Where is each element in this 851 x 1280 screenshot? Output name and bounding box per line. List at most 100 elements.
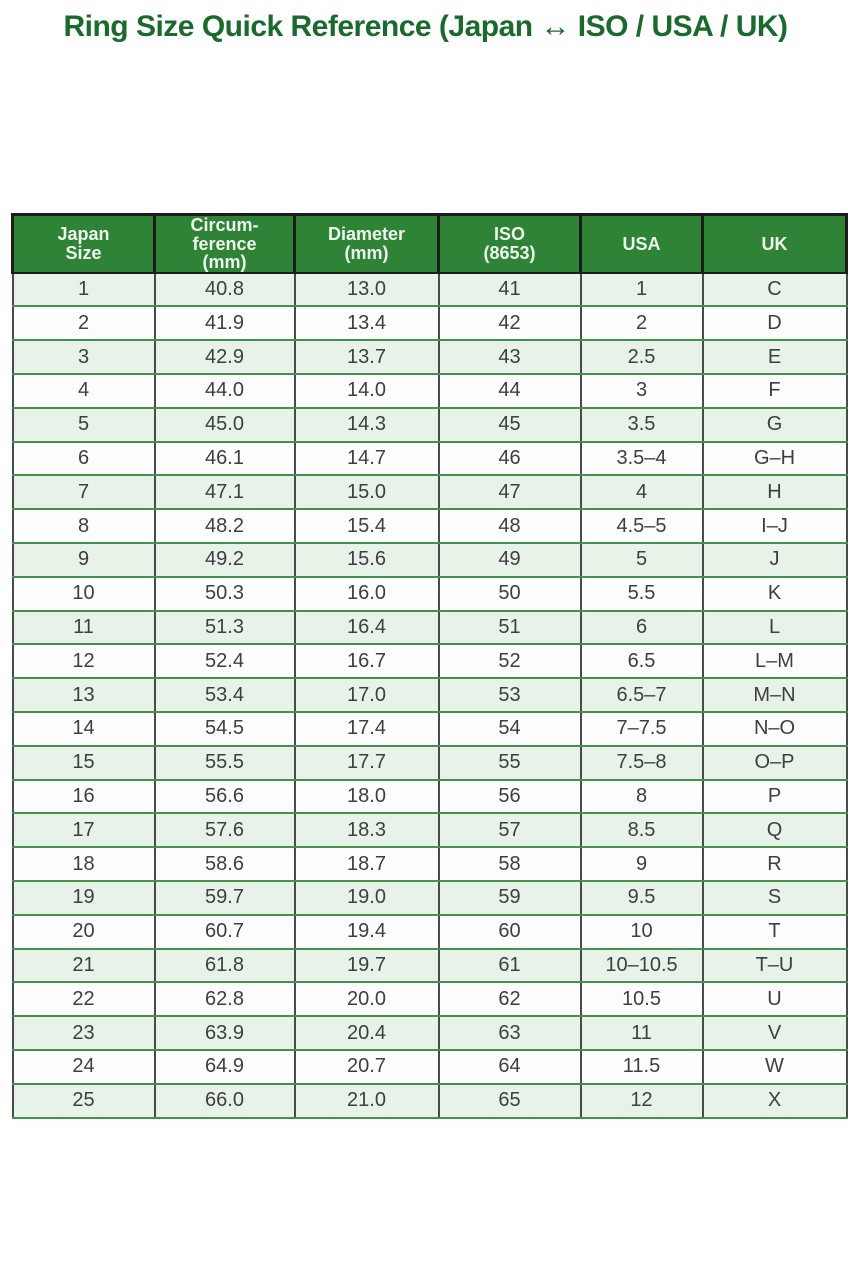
table-row: 13 53.4 17.0 53 6.5–7 M–N <box>11 677 848 713</box>
table-cell-iso-8653: 62 <box>437 981 582 1018</box>
table-cell-japan-size: 23 <box>11 1015 156 1051</box>
table-cell-circumference-mm: 52.4 <box>153 643 296 680</box>
table-cell-iso-8653: 51 <box>437 609 582 646</box>
table-cell-iso-8653: 63 <box>437 1015 582 1051</box>
table-cell-circumference-mm: 66.0 <box>153 1082 296 1119</box>
table-cell-japan-size: 2 <box>11 305 156 342</box>
table-cell-usa: 3.5–4 <box>579 440 704 477</box>
column-header-iso-8653: ISO (8653) <box>437 212 582 274</box>
table-cell-circumference-mm: 62.8 <box>153 981 296 1018</box>
table-cell-iso-8653: 44 <box>437 372 582 409</box>
table-cell-iso-8653: 53 <box>437 677 582 713</box>
table-cell-japan-size: 15 <box>11 744 156 781</box>
table-cell-japan-size: 3 <box>11 339 156 375</box>
table-cell-circumference-mm: 60.7 <box>153 913 296 950</box>
table-cell-circumference-mm: 41.9 <box>153 305 296 342</box>
table-cell-japan-size: 5 <box>11 406 156 443</box>
table-cell-iso-8653: 45 <box>437 406 582 443</box>
table-cell-usa: 3 <box>579 372 704 409</box>
table-cell-iso-8653: 61 <box>437 947 582 984</box>
table-row: 15 55.5 17.7 55 7.5–8 O–P <box>11 744 848 781</box>
table-cell-iso-8653: 54 <box>437 710 582 747</box>
table-cell-uk: J <box>701 541 848 578</box>
table-cell-circumference-mm: 46.1 <box>153 440 296 477</box>
ring-size-table: Japan Size Circum- ference (mm) Diameter (… <box>11 212 848 1119</box>
table-cell-iso-8653: 43 <box>437 339 582 375</box>
table-cell-uk: T–U <box>701 947 848 984</box>
table-cell-uk: X <box>701 1082 848 1119</box>
table-cell-japan-size: 22 <box>11 981 156 1018</box>
table-cell-usa: 7.5–8 <box>579 744 704 781</box>
table-cell-japan-size: 12 <box>11 643 156 680</box>
table-cell-japan-size: 16 <box>11 778 156 815</box>
table-cell-usa: 9.5 <box>579 879 704 916</box>
table-cell-diameter-mm: 19.0 <box>293 879 440 916</box>
table-cell-usa: 8.5 <box>579 812 704 849</box>
table-cell-uk: Q <box>701 812 848 849</box>
table-cell-diameter-mm: 15.4 <box>293 508 440 544</box>
table-cell-diameter-mm: 18.0 <box>293 778 440 815</box>
table-row: 1 40.8 13.0 41 1 C <box>11 271 848 308</box>
table-cell-uk: D <box>701 305 848 342</box>
table-cell-japan-size: 24 <box>11 1048 156 1085</box>
table-cell-uk: E <box>701 339 848 375</box>
table-row: 24 64.9 20.7 64 11.5 W <box>11 1048 848 1085</box>
table-cell-circumference-mm: 45.0 <box>153 406 296 443</box>
table-cell-uk: O–P <box>701 744 848 781</box>
table-row: 17 57.6 18.3 57 8.5 Q <box>11 812 848 849</box>
table-cell-diameter-mm: 16.7 <box>293 643 440 680</box>
table-cell-circumference-mm: 55.5 <box>153 744 296 781</box>
table-cell-diameter-mm: 14.3 <box>293 406 440 443</box>
table-cell-diameter-mm: 17.0 <box>293 677 440 713</box>
table-row: 20 60.7 19.4 60 10 T <box>11 913 848 950</box>
table-cell-circumference-mm: 58.6 <box>153 846 296 882</box>
table-cell-circumference-mm: 57.6 <box>153 812 296 849</box>
table-cell-iso-8653: 46 <box>437 440 582 477</box>
table-cell-diameter-mm: 13.4 <box>293 305 440 342</box>
table-cell-circumference-mm: 49.2 <box>153 541 296 578</box>
table-cell-usa: 3.5 <box>579 406 704 443</box>
table-cell-diameter-mm: 19.7 <box>293 947 440 984</box>
table-cell-diameter-mm: 18.7 <box>293 846 440 882</box>
table-cell-usa: 1 <box>579 271 704 308</box>
table-cell-usa: 10.5 <box>579 981 704 1018</box>
table-cell-japan-size: 1 <box>11 271 156 308</box>
table-cell-usa: 2 <box>579 305 704 342</box>
table-cell-usa: 6.5 <box>579 643 704 680</box>
table-cell-diameter-mm: 17.7 <box>293 744 440 781</box>
table-cell-circumference-mm: 53.4 <box>153 677 296 713</box>
table-cell-usa: 11 <box>579 1015 704 1051</box>
table-cell-iso-8653: 48 <box>437 508 582 544</box>
table-cell-iso-8653: 65 <box>437 1082 582 1119</box>
table-cell-usa: 8 <box>579 778 704 815</box>
table-cell-japan-size: 8 <box>11 508 156 544</box>
table-cell-japan-size: 6 <box>11 440 156 477</box>
table-row: 3 42.9 13.7 43 2.5 E <box>11 339 848 375</box>
column-header-japan-size: Japan Size <box>11 212 156 274</box>
table-row: 6 46.1 14.7 46 3.5–4 G–H <box>11 440 848 477</box>
table-cell-uk: G–H <box>701 440 848 477</box>
table-cell-iso-8653: 47 <box>437 474 582 511</box>
table-row: 21 61.8 19.7 61 10–10.5 T–U <box>11 947 848 984</box>
table-row: 16 56.6 18.0 56 8 P <box>11 778 848 815</box>
table-cell-japan-size: 19 <box>11 879 156 916</box>
table-cell-diameter-mm: 19.4 <box>293 913 440 950</box>
table-cell-uk: U <box>701 981 848 1018</box>
table-cell-usa: 6 <box>579 609 704 646</box>
column-header-uk: UK <box>701 212 848 274</box>
table-cell-circumference-mm: 42.9 <box>153 339 296 375</box>
column-header-circumference-mm: Circum- ference (mm) <box>153 212 296 274</box>
table-cell-iso-8653: 42 <box>437 305 582 342</box>
table-row: 7 47.1 15.0 47 4 H <box>11 474 848 511</box>
table-cell-iso-8653: 55 <box>437 744 582 781</box>
table-cell-iso-8653: 59 <box>437 879 582 916</box>
table-cell-diameter-mm: 16.0 <box>293 575 440 612</box>
table-cell-uk: C <box>701 271 848 308</box>
table-cell-diameter-mm: 20.4 <box>293 1015 440 1051</box>
table-row: 11 51.3 16.4 51 6 L <box>11 609 848 646</box>
table-cell-circumference-mm: 47.1 <box>153 474 296 511</box>
table-cell-usa: 11.5 <box>579 1048 704 1085</box>
table-cell-usa: 12 <box>579 1082 704 1119</box>
table-cell-japan-size: 21 <box>11 947 156 984</box>
table-cell-diameter-mm: 21.0 <box>293 1082 440 1119</box>
